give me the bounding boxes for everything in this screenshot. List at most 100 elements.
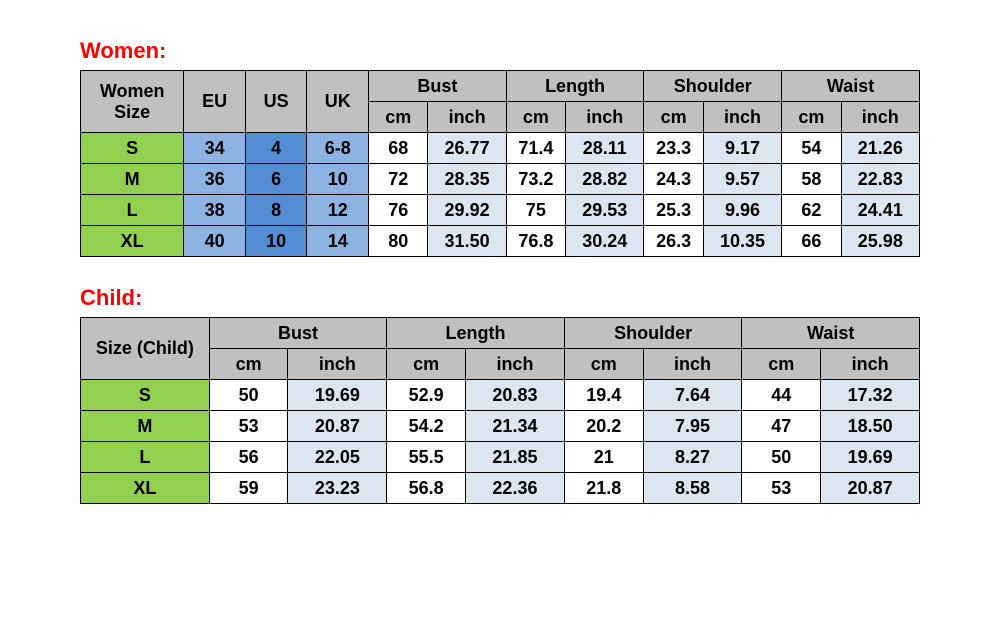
col-cm: cm [564, 349, 643, 380]
cell-len-cm: 54.2 [387, 411, 466, 442]
col-cm: cm [368, 102, 427, 133]
cell-waist-cm: 66 [782, 226, 841, 257]
cell-sh-cm: 21 [564, 442, 643, 473]
col-length: Length [387, 318, 565, 349]
cell-bust-in: 28.35 [428, 164, 506, 195]
women-table: Women Size EU US UK Bust Length Shoulder… [80, 70, 920, 257]
cell-size: L [81, 442, 210, 473]
cell-len-in: 28.82 [566, 164, 644, 195]
cell-bust-cm: 72 [368, 164, 427, 195]
col-cm: cm [387, 349, 466, 380]
cell-bust-in: 20.87 [288, 411, 387, 442]
cell-len-in: 21.85 [466, 442, 565, 473]
cell-len-in: 29.53 [566, 195, 644, 226]
col-length: Length [506, 71, 644, 102]
col-inch: inch [821, 349, 920, 380]
cell-waist-cm: 44 [742, 380, 821, 411]
col-waist: Waist [742, 318, 920, 349]
cell-sh-in: 9.57 [703, 164, 781, 195]
col-inch: inch [428, 102, 506, 133]
cell-sh-cm: 21.8 [564, 473, 643, 504]
col-cm: cm [209, 349, 288, 380]
col-inch: inch [288, 349, 387, 380]
cell-len-in: 28.11 [566, 133, 644, 164]
cell-bust-cm: 50 [209, 380, 288, 411]
cell-waist-in: 17.32 [821, 380, 920, 411]
cell-sh-in: 9.17 [703, 133, 781, 164]
cell-waist-in: 25.98 [841, 226, 919, 257]
cell-bust-cm: 76 [368, 195, 427, 226]
cell-us: 4 [245, 133, 307, 164]
cell-size: S [81, 133, 184, 164]
col-cm: cm [782, 102, 841, 133]
cell-waist-in: 24.41 [841, 195, 919, 226]
col-waist: Waist [782, 71, 920, 102]
cell-len-cm: 73.2 [506, 164, 565, 195]
cell-waist-cm: 47 [742, 411, 821, 442]
cell-size: M [81, 411, 210, 442]
cell-bust-in: 19.69 [288, 380, 387, 411]
cell-sh-cm: 25.3 [644, 195, 703, 226]
cell-size: M [81, 164, 184, 195]
cell-waist-cm: 53 [742, 473, 821, 504]
table-row: L 56 22.05 55.5 21.85 21 8.27 50 19.69 [81, 442, 920, 473]
cell-waist-in: 18.50 [821, 411, 920, 442]
col-us: US [245, 71, 307, 133]
child-table: Size (Child) Bust Length Shoulder Waist … [80, 317, 920, 504]
cell-eu: 36 [184, 164, 246, 195]
col-shoulder: Shoulder [644, 71, 782, 102]
col-bust: Bust [209, 318, 387, 349]
cell-us: 10 [245, 226, 307, 257]
cell-sh-in: 8.27 [643, 442, 742, 473]
cell-sh-cm: 24.3 [644, 164, 703, 195]
cell-bust-in: 23.23 [288, 473, 387, 504]
col-cm: cm [644, 102, 703, 133]
cell-size: L [81, 195, 184, 226]
col-cm: cm [742, 349, 821, 380]
cell-waist-cm: 54 [782, 133, 841, 164]
col-inch: inch [466, 349, 565, 380]
cell-eu: 40 [184, 226, 246, 257]
cell-bust-in: 31.50 [428, 226, 506, 257]
cell-waist-in: 21.26 [841, 133, 919, 164]
col-shoulder: Shoulder [564, 318, 742, 349]
col-inch: inch [703, 102, 781, 133]
cell-bust-in: 22.05 [288, 442, 387, 473]
cell-size: XL [81, 226, 184, 257]
col-inch: inch [643, 349, 742, 380]
table-row: S 50 19.69 52.9 20.83 19.4 7.64 44 17.32 [81, 380, 920, 411]
table-row: M 53 20.87 54.2 21.34 20.2 7.95 47 18.50 [81, 411, 920, 442]
cell-len-in: 30.24 [566, 226, 644, 257]
cell-sh-in: 9.96 [703, 195, 781, 226]
cell-uk: 10 [307, 164, 369, 195]
cell-uk: 6-8 [307, 133, 369, 164]
cell-sh-in: 7.95 [643, 411, 742, 442]
women-title: Women: [80, 38, 920, 64]
col-child-size: Size (Child) [81, 318, 210, 380]
table-row: XL 40 10 14 80 31.50 76.8 30.24 26.3 10.… [81, 226, 920, 257]
cell-bust-in: 26.77 [428, 133, 506, 164]
cell-len-cm: 71.4 [506, 133, 565, 164]
cell-uk: 12 [307, 195, 369, 226]
col-inch: inch [841, 102, 919, 133]
cell-len-cm: 76.8 [506, 226, 565, 257]
cell-eu: 34 [184, 133, 246, 164]
cell-us: 6 [245, 164, 307, 195]
cell-eu: 38 [184, 195, 246, 226]
cell-len-in: 20.83 [466, 380, 565, 411]
cell-len-cm: 75 [506, 195, 565, 226]
cell-bust-cm: 56 [209, 442, 288, 473]
col-uk: UK [307, 71, 369, 133]
col-cm: cm [506, 102, 565, 133]
cell-size: S [81, 380, 210, 411]
cell-size: XL [81, 473, 210, 504]
table-header-row: Size (Child) Bust Length Shoulder Waist [81, 318, 920, 349]
cell-bust-cm: 68 [368, 133, 427, 164]
col-eu: EU [184, 71, 246, 133]
cell-len-in: 21.34 [466, 411, 565, 442]
cell-sh-cm: 26.3 [644, 226, 703, 257]
cell-waist-cm: 50 [742, 442, 821, 473]
cell-len-cm: 55.5 [387, 442, 466, 473]
cell-us: 8 [245, 195, 307, 226]
col-bust: Bust [368, 71, 506, 102]
